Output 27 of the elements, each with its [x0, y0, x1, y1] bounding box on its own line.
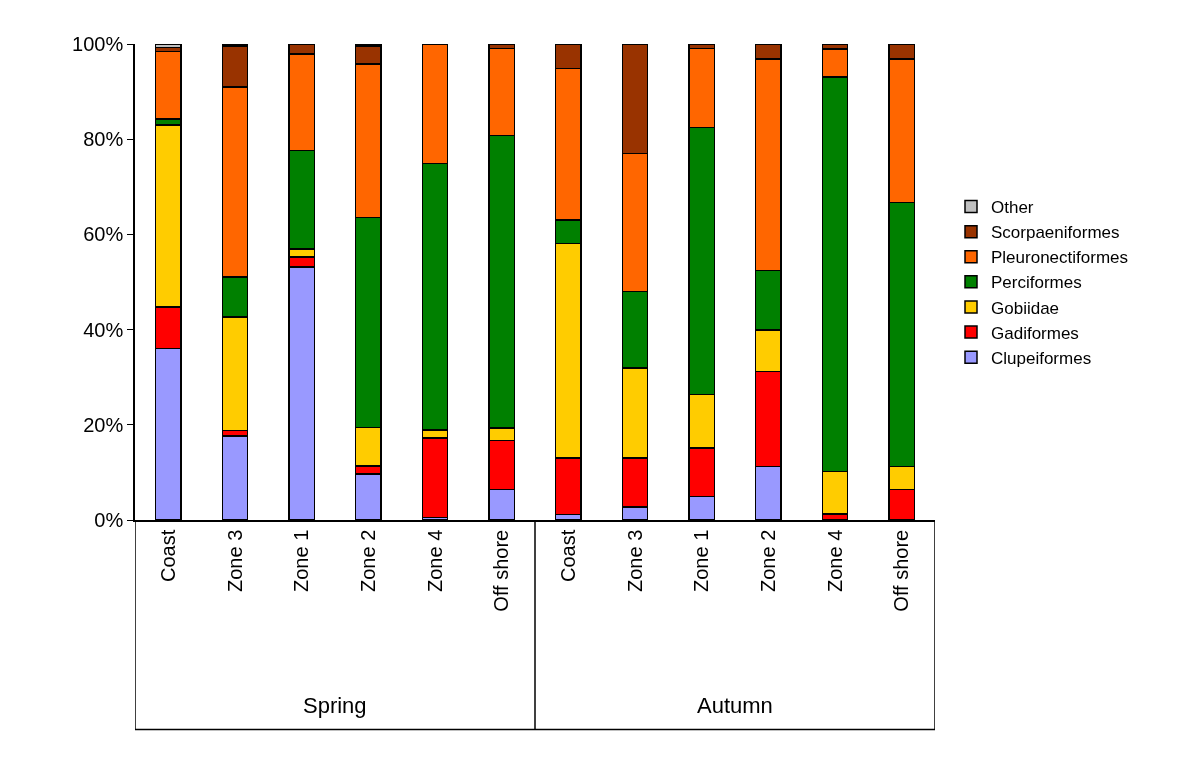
- legend-label: Scorpaeniformes: [991, 223, 1120, 243]
- y-tick-label: 20%: [83, 413, 124, 436]
- y-tick-label: 40%: [83, 318, 124, 341]
- legend-label: Perciformes: [991, 273, 1082, 293]
- y-tick-label: 80%: [83, 128, 124, 151]
- legend-label: Other: [991, 198, 1034, 218]
- x-tick-label: Coast: [156, 529, 179, 582]
- legend-label: Clupeiformes: [991, 348, 1092, 368]
- x-tick-label: Zone 4: [823, 529, 846, 593]
- y-tick-label: 0%: [94, 509, 124, 531]
- x-tick-label: Zone 3: [623, 529, 646, 593]
- text: Spring: [303, 693, 367, 718]
- x-tick-label: Zone 4: [423, 529, 446, 593]
- x-tick-label: Coast: [556, 529, 579, 582]
- y-tick-label: 100%: [72, 33, 124, 55]
- legend-label: Gobiidae: [991, 298, 1060, 318]
- legend-label: Gadiformes: [991, 323, 1079, 343]
- x-tick-label: Zone 3: [223, 529, 246, 593]
- x-tick-label: Zone 2: [356, 529, 379, 593]
- x-tick-label: Zone 2: [756, 529, 779, 593]
- y-tick-label: 60%: [83, 223, 124, 246]
- x-tick-label: Off shore: [490, 529, 513, 612]
- text: Autumn: [697, 693, 773, 718]
- legend-label: Pleuronectiformes: [991, 248, 1129, 268]
- x-tick-label: Zone 1: [290, 529, 313, 593]
- x-tick-label: Off shore: [890, 529, 913, 612]
- x-tick-label: Zone 1: [690, 529, 713, 593]
